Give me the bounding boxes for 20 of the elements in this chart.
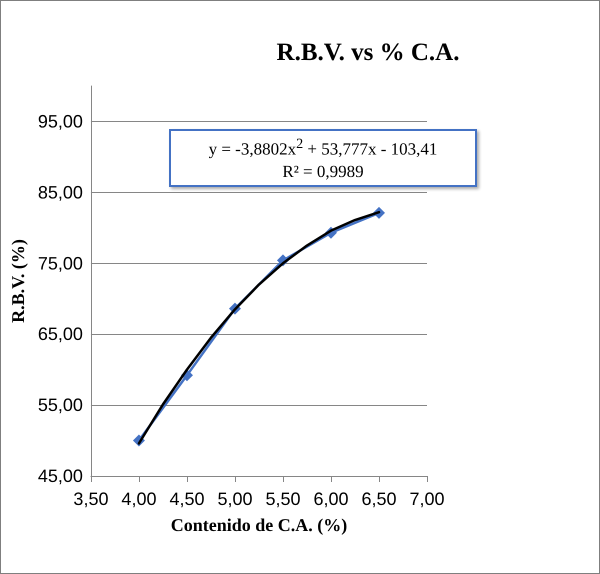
- x-tick-label: 7,00: [409, 489, 445, 509]
- y-tick-label: 75,00: [38, 253, 83, 274]
- y-tick-label: 85,00: [38, 182, 83, 202]
- y-tick-label: 95,00: [38, 111, 83, 132]
- y-axis-title: R.B.V. (%): [8, 239, 28, 323]
- x-tick-label: 6,50: [361, 489, 397, 509]
- annotation: y = -3,8802x$^{2}$ + 53,777x - 103,41: [208, 135, 438, 161]
- y-tick-label: 55,00: [38, 395, 83, 416]
- x-tick-label: 3,50: [73, 489, 108, 509]
- x-tick-label: 4,50: [169, 489, 204, 509]
- equation-box: y = -3,8802x$^{2}$ + 53,777x - 103,41 R² = 0,9989: [169, 129, 477, 187]
- x-tick-label: 6,00: [313, 489, 349, 509]
- y-tick-label: 45,00: [38, 466, 83, 486]
- x-tick-label: 4,00: [121, 489, 156, 509]
- chart-title: R.B.V. vs % C.A.: [276, 39, 460, 66]
- x-axis-title: Contenido de C.A. (%): [170, 515, 348, 535]
- x-tick-label: 5,50: [265, 489, 300, 509]
- y-tick-label: 65,00: [38, 324, 83, 344]
- annotation: R² = 0,9989: [281, 160, 365, 183]
- x-tick-label: 5,00: [217, 489, 252, 509]
